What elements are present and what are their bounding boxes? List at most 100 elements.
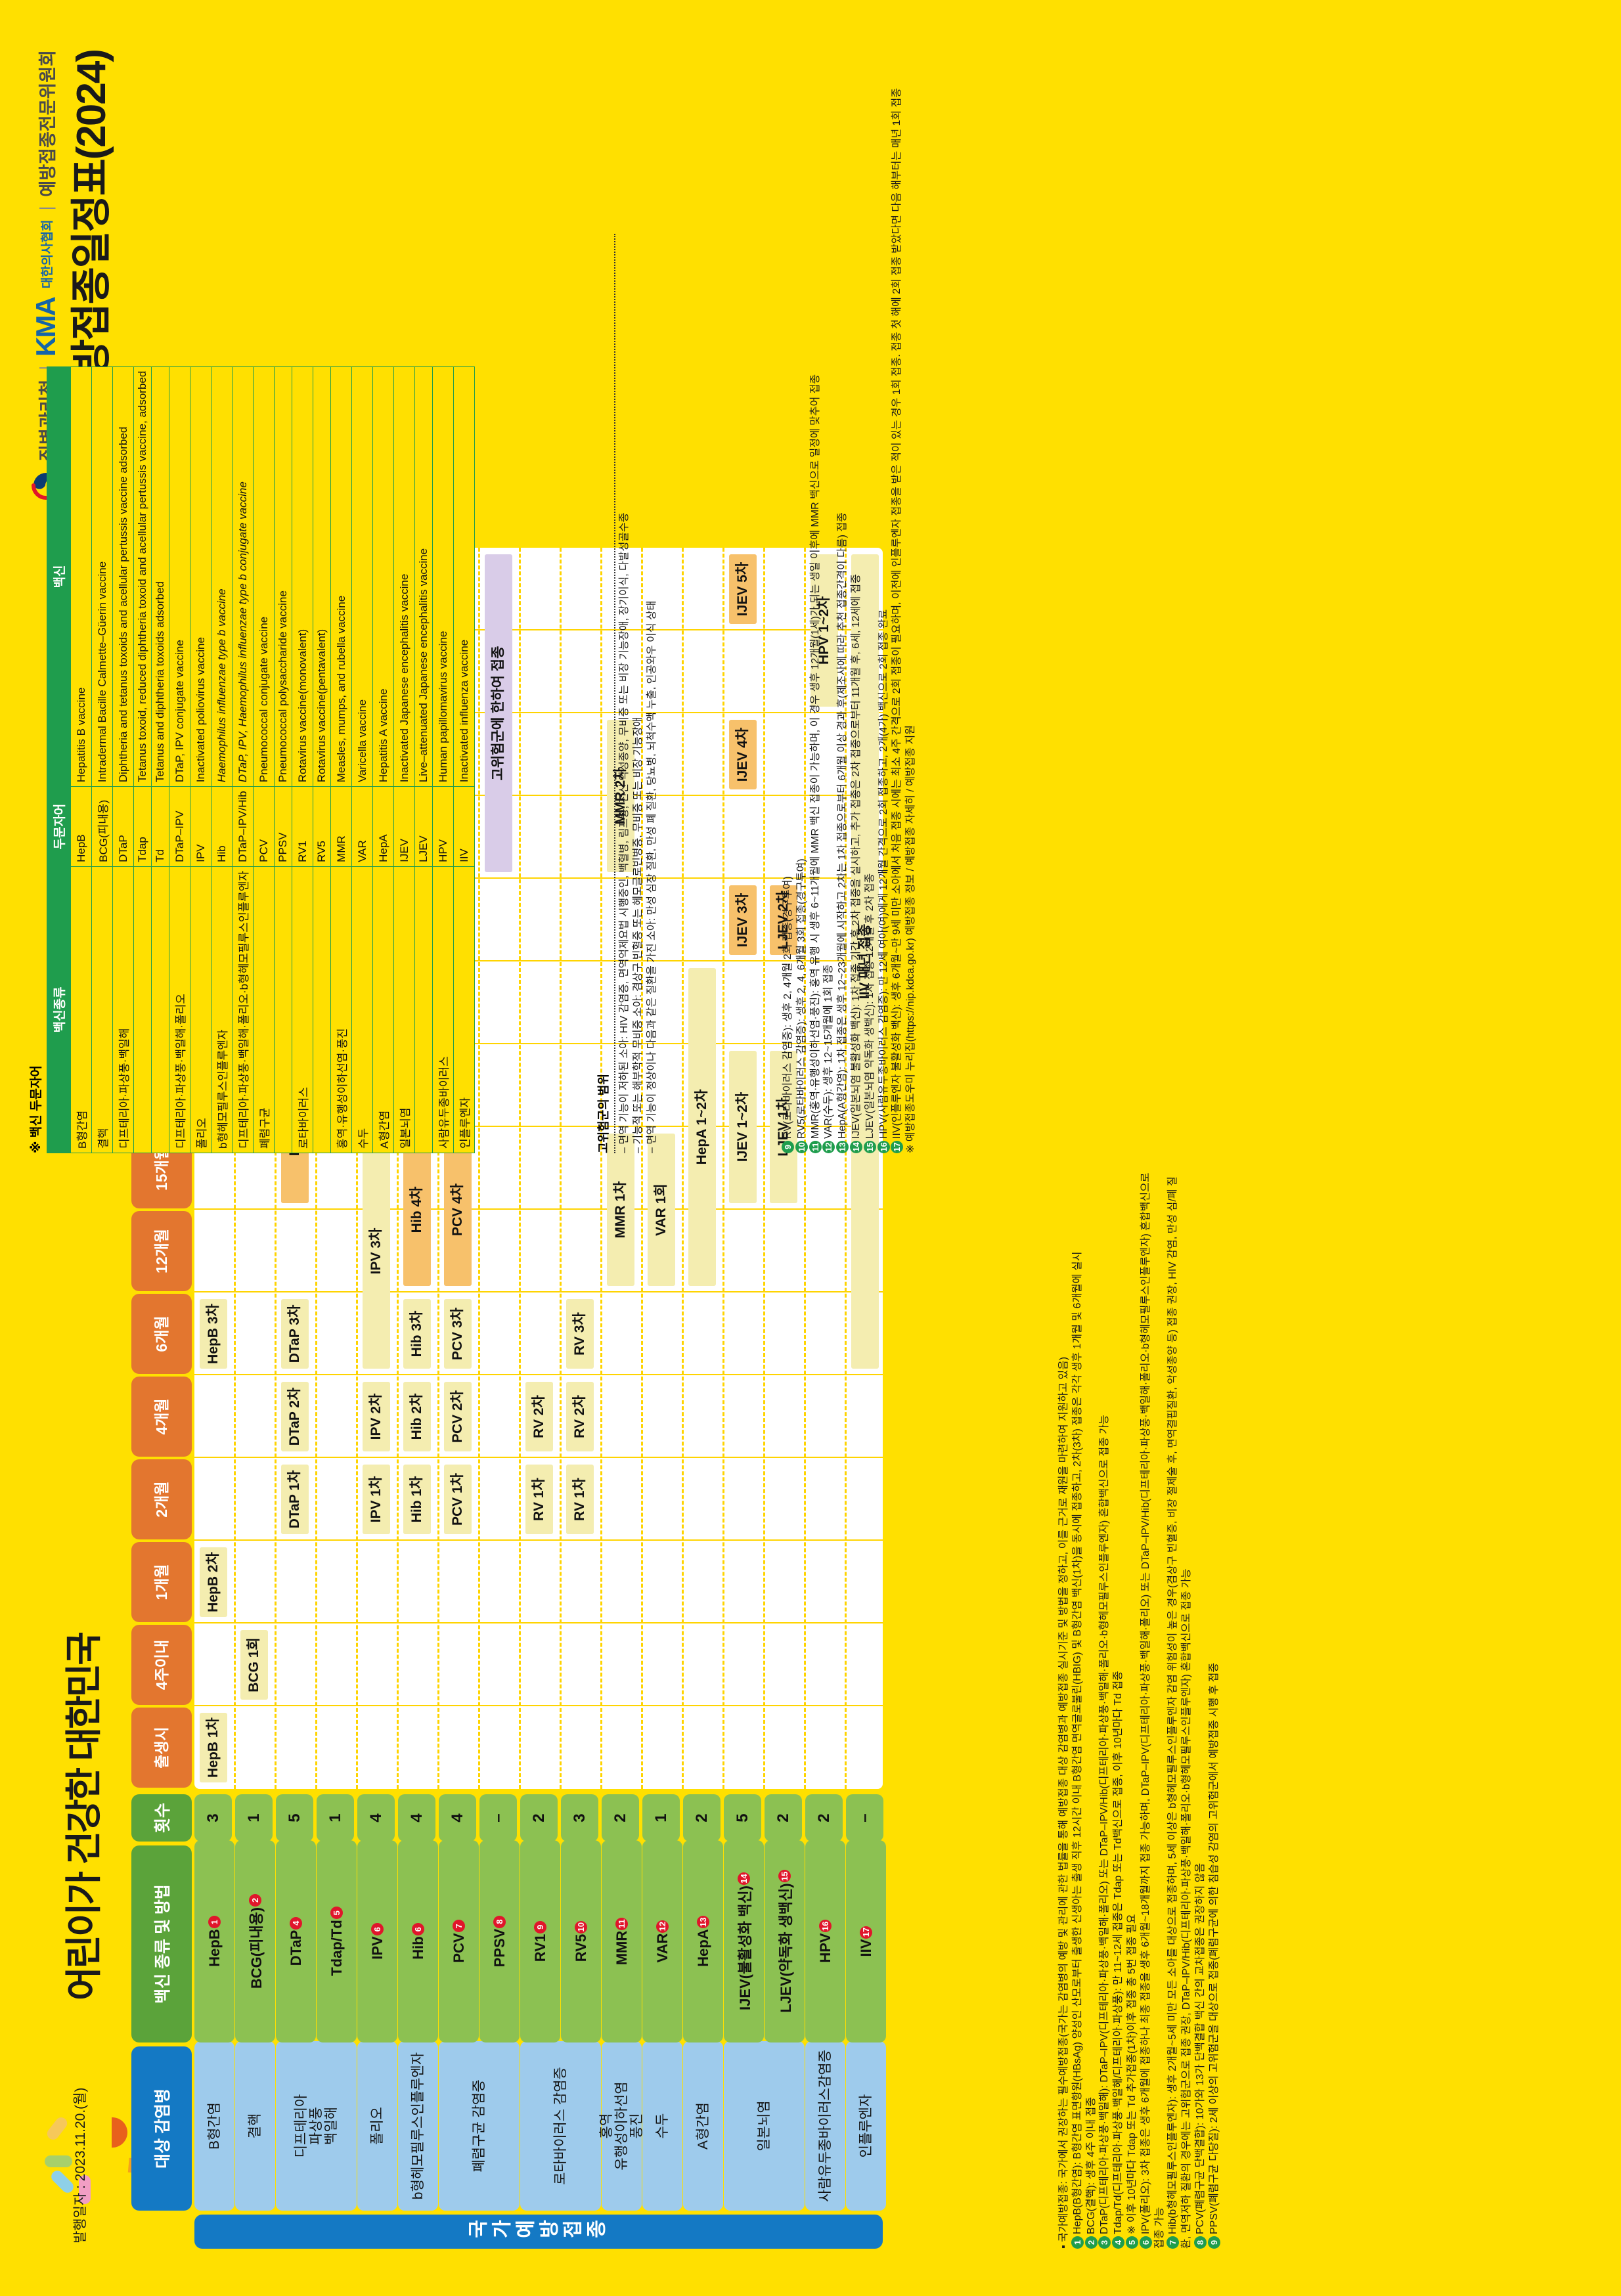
vaccine-cell: IPV 6 [357,1840,397,2042]
dose-count-cell: 4 [398,1794,435,1842]
legend-cell-abbr: HepA [372,786,394,867]
footnote-item: 2 BCG(결핵): 생후 4주 이내 접종 [1084,1172,1099,2249]
footnote-text: Tdap/Td(디프테리아·파상풍·백일해/디프테리아·파상풍): 만 11~1… [1113,1671,1124,2234]
footnote-text: Hib(b형헤모필루스인플루엔자): 생후 2개월~5세 미만 모든 소아를 대… [1167,1176,1193,2249]
footnote-number: 6 [1139,2236,1152,2249]
legend-cell-abbr: RV5 [313,786,331,867]
footnote-number: 9 [782,1141,794,1153]
schedule-bar: IJEV 5차 [729,554,757,624]
disease-cell: 사람유두종바이러스감염증 [805,2041,845,2211]
vaccine-cell: RV1 9 [520,1840,560,2042]
vaccine-cell: IJEV(불활성화 백신) 14 [724,1840,764,2042]
legend-cell-eng: Diphtheria and tetanus toxoids and acell… [112,366,134,787]
schedule-bar: RV 3차 [566,1299,594,1369]
legend-row: 로타바이러스 RV1 Rotavirus vaccine(monovalent) [292,366,313,1153]
grid-vline [194,1539,883,1541]
legend-cell-abbr: LJEV [414,786,433,867]
legend-row: 인플루엔자 IIV Inactivated influenza vaccine [453,366,475,1153]
footnote-marker: 16 [819,1920,832,1933]
footnote-item: 11 MMR(홍역·유행성이하선염·풍진): 홍역 유행 시 생후 6~11개월에… [809,43,823,1153]
dose-count-cell: – [846,1794,883,1842]
disease-cell: 일본뇌염 [724,2041,805,2211]
legend-cell-kor: 디프테리아·파상풍·백일해·폴리오 [169,866,190,1153]
footnote-marker: 13 [697,1916,709,1929]
footnote-marker: 11 [615,1917,628,1930]
footnote-marker: 9 [534,1920,546,1933]
vaccine-cell: DTaP 4 [276,1840,316,2042]
footnote-item: 1 HepB(B형간염): B형간염 표면항원(HBsAg) 양성인 산모로부터 … [1071,1172,1085,2249]
vaccine-cell: LJEV(약독화 생백신) 15 [765,1840,805,2042]
footnote-text: LJEV(일본뇌염 약독화 생백신): 1차 접종 12개월 후 2차 접종 [864,873,876,1139]
legend-title: ※ 백신 두문자어 [30,1065,43,1153]
footnote-text: VAR(수두): 생후 12~15개월에 1회 접종 [823,964,835,1139]
legend-cell-kor [274,866,292,1153]
footnote-item: 5 ※ 이후 10년마다 Tdap 또는 Td 추가접종(1차)이후 접종 총 5… [1125,1172,1140,2249]
legend-row: 일본뇌염 IJEV Inactivated Japanese encephaliti… [393,366,415,1153]
legend-row: 폴리오 IPV Inactivated poliovirus vaccine [190,366,211,1153]
footnote-item: 9 RV(로타바이러스 감염증): 생후 2, 4개월 2회 접종(경구투여) [782,43,795,1153]
legend-cell-abbr: Tdap [133,786,152,867]
legend-cell-abbr: PCV [253,786,275,867]
agency-kma-sublabel: 대한의사협회 [40,219,55,289]
schedule-bar: DTaP 3차 [281,1299,309,1369]
legend-cell-eng: Live–attenuated Japanese encephalitis va… [414,366,433,787]
vaccine-cell: RV5 10 [561,1840,601,2042]
disease-cell: 홍역 유행성이하선염 풍진 [599,2041,644,2211]
footnotes-right: 9 RV(로타바이러스 감염증): 생후 2, 4개월 2회 접종(경구투여) 10… [782,43,918,1153]
footnote-text: ※ 이후 10년마다 Tdap 또는 Td 추가접종(1차)이후 접종 총 5번… [1126,1914,1138,2234]
footnote-text: HepB(B형간염): B형간염 표면항원(HBsAg) 양성인 산모로부터 출… [1071,1251,1083,2234]
vaccine-cell: HPV 16 [805,1840,845,2042]
schedule-bar: RV 2차 [525,1382,553,1451]
legend-row: 홍역·유행성이하선염·풍진 MMR Measles, mumps, and rube… [330,366,352,1153]
legend-header-2: 백신 [47,366,71,787]
legend-cell-eng: Haemophilus influenzae type b vaccine [211,366,233,787]
legend-cell-eng: DTaP, IPV conjugate vaccine [169,366,190,787]
category-national-vaccination: 국가예방접종 [194,2215,883,2249]
disease-cell: B형간염 [194,2041,234,2211]
legend-row: 디프테리아·파상풍·백일해·폴리오·b형헤모필루스인플루엔자 DTaP–IPV/H… [232,366,254,1153]
disease-cell: 폐렴구균 감염증 [439,2041,520,2211]
legend-cell-kor: 홍역·유행성이하선염·풍진 [330,866,352,1153]
agency-committee-label: 예방접종전문위원회 [37,50,58,197]
footnote-marker: 8 [493,1915,506,1928]
vaccine-cell: PPSV 8 [479,1840,520,2042]
dose-count-cell: 1 [235,1794,273,1842]
footnote-number: 15 [863,1141,876,1153]
footnotes-left: ▪ 국가예방접종: 국가에서 권장하는 필수예방접종(국가는 감염병의 예방 및… [1057,1172,1222,2249]
legend-cell-abbr: DTaP [112,786,134,867]
dose-count-cell: 2 [683,1794,721,1842]
high-risk-box: 고위험군의 범위 – 면역 기능이 저하된 소아: HIV 감염증, 면역억제요… [594,234,659,1153]
legend-cell-kor: 인플루엔자 [453,866,475,1153]
schedule-bar: RV 1차 [525,1465,553,1534]
legend-row: RV5 Rotavirus vaccine(pentavalent) [313,366,331,1153]
age-column-header: 4개월 [131,1377,192,1457]
footnote-number: 11 [809,1141,822,1153]
legend-cell-abbr: BCG(피내용) [91,786,113,867]
footnote-number: 4 [1112,2236,1125,2249]
grid-hline [519,548,521,1789]
schedule-bar: MMR 1차 [607,1134,634,1286]
grid-vline [194,1705,883,1706]
disease-cell: 수두 [642,2041,682,2211]
schedule-bar: BCG 1회 [240,1630,268,1700]
footnote-number: 16 [877,1141,890,1153]
legend-cell-kor: 수두 [351,866,373,1153]
legend-row: B형간염 HepB Hepatitis B vaccine [70,366,92,1153]
dose-count-cell: 3 [194,1794,232,1842]
legend-cell-eng: DTaP, IPV, Haemophilus influenzae type b… [232,366,254,787]
dose-count-cell: 2 [805,1794,843,1842]
legend-cell-abbr: VAR [351,786,373,867]
legend-cell-abbr: HPV [432,786,454,867]
footnote-number: 7 [1166,2236,1180,2249]
legend-cell-eng: Human papillomavirus vaccine [432,366,454,787]
footnote-item: – 기능적 또는 해부학적 무비증 소아: 겸상구 빈혈증 또는 헤모글로빈병증… [632,717,644,1153]
vaccine-cell: HepA 13 [683,1840,723,2042]
legend-row: PPSV Pneumococcal polysaccharide vaccine [274,366,292,1153]
high-risk-heading: 고위험군의 범위 [597,1074,610,1153]
column-header-count: 횟수 [131,1794,192,1842]
abbreviation-legend: ※ 백신 두문자어 백신종류 두문자어 백신 B형간염 HepB Hepatitis B… [26,366,475,1153]
legend-row: 수두 VAR Varicella vaccine [351,366,373,1153]
footnote-text: RV(로타바이러스 감염증): 생후 2, 4개월 2회 접종(경구투여) [782,876,793,1139]
footnote-item: 12 VAR(수두): 생후 12~15개월에 1회 접종 [822,43,836,1153]
